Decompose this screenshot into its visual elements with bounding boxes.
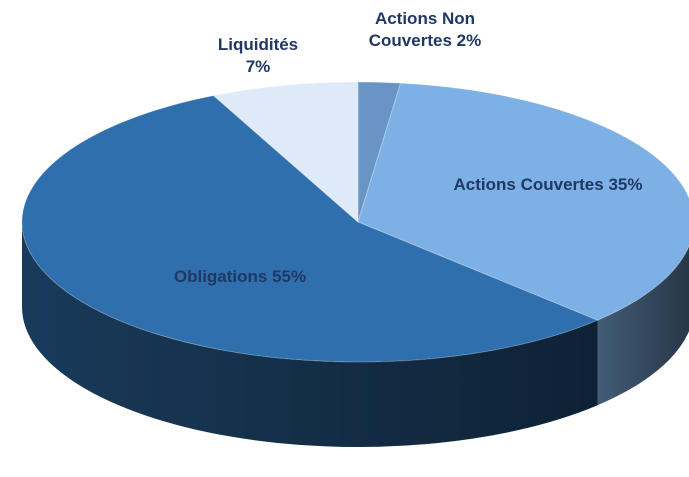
category-label: Liquidités bbox=[217, 35, 299, 54]
slice-label: Liquidités 7% bbox=[208, 34, 308, 78]
slice-label: Actions Couvertes 35% bbox=[418, 174, 678, 196]
value-label: 2% bbox=[456, 31, 482, 50]
value-label: 55% bbox=[272, 267, 307, 286]
slice bbox=[21, 95, 599, 363]
value-label: 35% bbox=[608, 175, 643, 194]
category-label: Actions Non Couvertes bbox=[368, 9, 476, 50]
slice-label: Obligations 55% bbox=[140, 266, 340, 288]
slice-side-shade bbox=[22, 222, 598, 447]
category-label: Actions Couvertes bbox=[453, 175, 604, 194]
value-label: 7% bbox=[245, 57, 271, 76]
slice bbox=[357, 82, 689, 321]
slice-label: Actions Non Couvertes 2% bbox=[350, 8, 500, 52]
slice bbox=[212, 81, 359, 224]
slice-side-shade bbox=[597, 246, 689, 406]
category-label: Obligations bbox=[173, 267, 268, 286]
slice bbox=[357, 81, 402, 223]
